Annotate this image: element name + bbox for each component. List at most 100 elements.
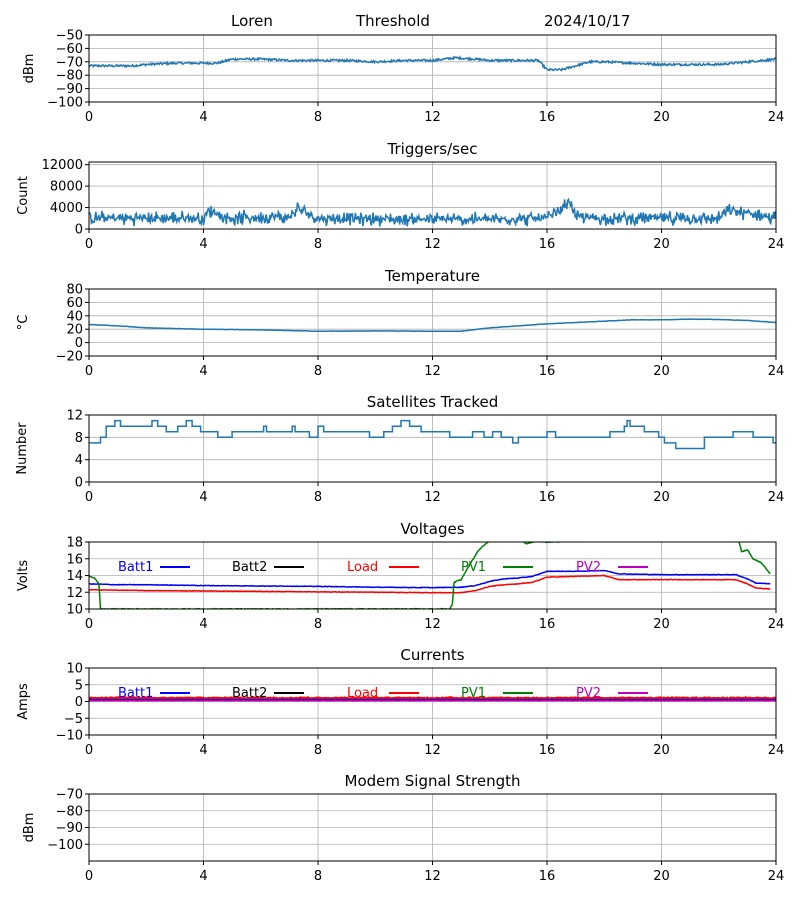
legend-label: Batt1 [118, 560, 153, 575]
y-tick-label: 0 [75, 223, 83, 238]
x-tick-label: 12 [424, 364, 441, 379]
chart-title: Voltages [400, 520, 464, 538]
x-tick-label: 20 [653, 364, 670, 379]
y-tick-label: 0 [75, 476, 83, 491]
chart-title: Modem Signal Strength [345, 772, 521, 790]
x-tick-label: 8 [314, 237, 322, 252]
x-tick-label: 12 [424, 110, 441, 125]
x-tick-label: 16 [539, 869, 556, 884]
x-tick-label: 0 [85, 364, 93, 379]
x-tick-label: 4 [199, 364, 207, 379]
chart-title: Temperature [384, 267, 480, 285]
y-tick-label: 0 [75, 336, 83, 351]
y-tick-label: −70 [56, 788, 83, 803]
legend-label: PV2 [576, 560, 601, 575]
x-tick-label: 20 [653, 490, 670, 505]
series-line-batt1 [89, 569, 771, 589]
legend-label: Load [347, 686, 378, 701]
y-tick-label: 10 [66, 662, 83, 677]
y-tick-label: −100 [47, 838, 83, 853]
series-line-pv1 [89, 542, 771, 609]
y-tick-label: −90 [56, 821, 83, 836]
y-tick-label: −90 [56, 82, 83, 97]
chart-panel-7: 0 4 8 12 16 20 24 −100 −90 −80−70 Modem Signal Str… [22, 772, 784, 884]
x-tick-label: 0 [85, 743, 93, 758]
x-tick-label: 24 [768, 743, 785, 758]
x-tick-label: 0 [85, 237, 93, 252]
x-tick-label: 8 [314, 743, 322, 758]
y-tick-label: 12 [66, 586, 83, 601]
x-tick-label: 12 [424, 617, 441, 632]
y-tick-label: 8 [75, 431, 83, 446]
x-tick-label: 24 [768, 869, 785, 884]
y-tick-label: 20 [66, 323, 83, 338]
legend-label: Load [347, 560, 378, 575]
legend-label: PV1 [461, 686, 486, 701]
series-line [89, 419, 776, 450]
series-line [89, 318, 776, 333]
x-tick-label: 16 [539, 743, 556, 758]
y-tick-label: −50 [56, 29, 83, 44]
x-tick-label: 4 [199, 110, 207, 125]
x-tick-label: 20 [653, 869, 670, 884]
x-tick-label: 16 [539, 617, 556, 632]
x-tick-label: 4 [199, 869, 207, 884]
y-tick-label: −80 [56, 804, 83, 819]
x-tick-label: 20 [653, 110, 670, 125]
x-tick-label: 0 [85, 617, 93, 632]
x-tick-label: 24 [768, 364, 785, 379]
y-tick-label: −5 [64, 712, 83, 727]
x-tick-label: 16 [539, 490, 556, 505]
chart-panel-2: 0 4 8 12 16 20 24 0 4000 8000 12000 Triggers/sec Cou… [16, 140, 784, 252]
legend: Batt1 Batt2 Load PV1 PV2 [118, 686, 648, 701]
y-axis-label: Volts [16, 560, 31, 592]
y-axis-label: Amps [16, 683, 31, 720]
y-tick-label: 12 [66, 409, 83, 424]
legend-label: PV1 [461, 560, 486, 575]
x-tick-label: 4 [199, 617, 207, 632]
x-tick-label: 16 [539, 364, 556, 379]
y-tick-label: 60 [66, 296, 83, 311]
chart-title: Currents [400, 646, 464, 664]
y-axis-label: °C [16, 315, 31, 331]
series-line-load [89, 574, 771, 594]
trigger-mode: Threshold [356, 12, 430, 30]
legend-label: Batt1 [118, 686, 153, 701]
x-tick-label: 4 [199, 490, 207, 505]
y-tick-label: −60 [56, 42, 83, 57]
y-axis-label: dBm [22, 813, 37, 843]
legend: Batt1 Batt2 Load PV1 PV2 [118, 560, 648, 575]
x-tick-label: 4 [199, 237, 207, 252]
x-tick-label: 0 [85, 490, 93, 505]
legend-label: PV2 [576, 686, 601, 701]
y-tick-label: 16 [66, 552, 83, 567]
x-tick-label: 0 [85, 110, 93, 125]
legend-label: Batt2 [232, 560, 267, 575]
y-tick-label: −10 [56, 729, 83, 744]
y-tick-label: −80 [56, 69, 83, 84]
x-tick-label: 12 [424, 869, 441, 884]
x-tick-label: 12 [424, 237, 441, 252]
series-line-load [89, 695, 776, 702]
y-tick-label: 10 [66, 603, 83, 618]
x-tick-label: 16 [539, 110, 556, 125]
y-tick-label: 40 [66, 309, 83, 324]
x-tick-label: 24 [768, 490, 785, 505]
x-tick-label: 24 [768, 617, 785, 632]
x-tick-label: 20 [653, 617, 670, 632]
x-tick-label: 20 [653, 743, 670, 758]
x-tick-label: 24 [768, 237, 785, 252]
chart-title: Triggers/sec [387, 140, 478, 158]
x-tick-label: 8 [314, 490, 322, 505]
y-tick-label: −100 [47, 96, 83, 111]
x-tick-label: 24 [768, 110, 785, 125]
y-tick-label: 0 [75, 695, 83, 710]
y-axis-label: Number [15, 422, 30, 475]
site-name: Loren [231, 12, 273, 30]
y-tick-label: 12000 [42, 158, 83, 173]
y-tick-label: 18 [66, 536, 83, 551]
x-tick-label: 16 [539, 237, 556, 252]
